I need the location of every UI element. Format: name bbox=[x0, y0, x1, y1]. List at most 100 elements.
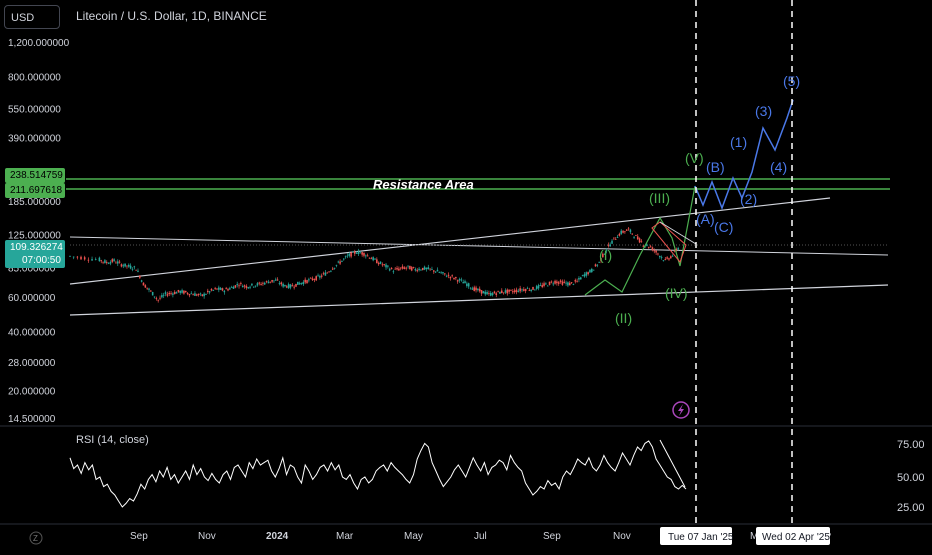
candle-body bbox=[150, 290, 152, 292]
candle-body bbox=[258, 282, 261, 284]
candle-body bbox=[219, 288, 222, 290]
candle-body bbox=[502, 292, 505, 294]
candle-body bbox=[528, 289, 531, 291]
candle-body bbox=[596, 264, 599, 266]
candle-body bbox=[374, 258, 376, 260]
candle-body bbox=[631, 233, 634, 235]
candle-body bbox=[444, 273, 446, 275]
candle-body bbox=[116, 261, 119, 264]
candle-body bbox=[600, 258, 602, 261]
candle-body bbox=[184, 290, 187, 293]
candle-body bbox=[532, 286, 534, 290]
candle-body bbox=[594, 264, 597, 267]
candle-body bbox=[262, 282, 264, 284]
candle-body bbox=[335, 264, 338, 266]
candle-body bbox=[653, 250, 656, 252]
candle-body bbox=[203, 293, 205, 297]
wave-label-III: (III) bbox=[649, 190, 670, 206]
candle-body bbox=[247, 287, 250, 289]
candle-body bbox=[537, 285, 540, 289]
candle-body bbox=[317, 275, 319, 277]
candle-body bbox=[104, 260, 106, 263]
candle-body bbox=[291, 285, 294, 287]
candle-body bbox=[146, 287, 148, 289]
candle-body bbox=[455, 277, 457, 279]
candle-body bbox=[512, 291, 514, 293]
candle-body bbox=[434, 271, 437, 273]
candle-body bbox=[107, 263, 110, 265]
candle-body bbox=[245, 286, 248, 288]
candle-body bbox=[478, 288, 481, 292]
candle-body bbox=[453, 277, 455, 279]
candle-body bbox=[124, 263, 126, 267]
lightning-icon[interactable] bbox=[672, 401, 690, 419]
price-axis[interactable]: 1,200.000000 800.000000 550.000000 390.0000… bbox=[8, 38, 70, 425]
candle-body bbox=[350, 252, 352, 257]
candle-body bbox=[320, 275, 323, 277]
candle-body bbox=[221, 288, 224, 291]
candle-body bbox=[559, 280, 562, 282]
timezone-icon[interactable]: Z bbox=[29, 531, 43, 545]
candle-body bbox=[100, 260, 103, 262]
candle-body bbox=[480, 290, 483, 294]
candle-body bbox=[589, 269, 591, 273]
wave-labels-blue: (A) (B) (C) (1) (2) (3) (4) (5) bbox=[696, 73, 800, 235]
rsi-gap-line bbox=[659, 439, 686, 488]
candle-body bbox=[69, 255, 71, 257]
wave-labels-green: (I) (II) (III) (IV) (V) bbox=[599, 150, 704, 326]
currency-button[interactable]: USD bbox=[4, 5, 60, 29]
candle-body bbox=[407, 265, 409, 267]
candle-body bbox=[256, 283, 259, 286]
candle-body bbox=[543, 283, 545, 286]
candle-body bbox=[675, 249, 678, 252]
candle-body bbox=[519, 288, 521, 292]
candle-body bbox=[148, 288, 150, 290]
wedge-line bbox=[659, 221, 697, 245]
candle-body bbox=[157, 299, 159, 301]
candle-body bbox=[647, 246, 650, 248]
candle-body bbox=[131, 268, 134, 270]
wave-label-3: (3) bbox=[755, 103, 772, 119]
price-axis-label-1: 800.000000 bbox=[8, 73, 61, 84]
candle-body bbox=[583, 274, 586, 277]
candle-body bbox=[177, 289, 180, 292]
candle-body bbox=[587, 272, 589, 275]
candle-body bbox=[616, 237, 619, 238]
candle-body bbox=[240, 283, 242, 284]
candle-body bbox=[102, 261, 104, 263]
candle-body bbox=[581, 275, 584, 276]
candle-body bbox=[550, 281, 553, 283]
candle-body bbox=[541, 285, 543, 287]
candle-body bbox=[72, 256, 75, 258]
wave-label-II: (II) bbox=[615, 310, 632, 326]
last-price-badge: 109.326274 07:00:50 bbox=[5, 240, 65, 268]
candle-body bbox=[212, 289, 215, 291]
candle-body bbox=[126, 265, 128, 267]
candle-body bbox=[120, 264, 123, 267]
wave-label-B: (B) bbox=[706, 159, 725, 175]
candle-body bbox=[287, 284, 290, 289]
trendline-upper[interactable] bbox=[69, 197, 831, 285]
candle-body bbox=[155, 298, 158, 299]
candle-body bbox=[297, 281, 299, 285]
candle-body bbox=[568, 282, 571, 286]
trendline-lower[interactable] bbox=[69, 284, 889, 316]
candle-body bbox=[207, 290, 209, 293]
candle-body bbox=[280, 282, 283, 285]
candle-body bbox=[302, 281, 305, 285]
candle-body bbox=[491, 293, 494, 296]
candle-body bbox=[447, 274, 450, 276]
candle-body bbox=[561, 281, 564, 285]
candle-body bbox=[456, 280, 459, 282]
candle-body bbox=[161, 295, 163, 298]
candle-body bbox=[330, 270, 332, 272]
candle-body bbox=[638, 238, 641, 243]
candle-body bbox=[144, 285, 147, 288]
price-axis-label-4: 185.000000 bbox=[8, 197, 61, 208]
price-axis-label-10: 20.000000 bbox=[8, 387, 56, 398]
candle-body bbox=[260, 284, 262, 286]
candle-body bbox=[142, 282, 145, 286]
time-label-sep-2: Sep bbox=[543, 531, 561, 542]
candle-body bbox=[175, 292, 178, 294]
trendline-horizontal[interactable] bbox=[69, 236, 889, 256]
